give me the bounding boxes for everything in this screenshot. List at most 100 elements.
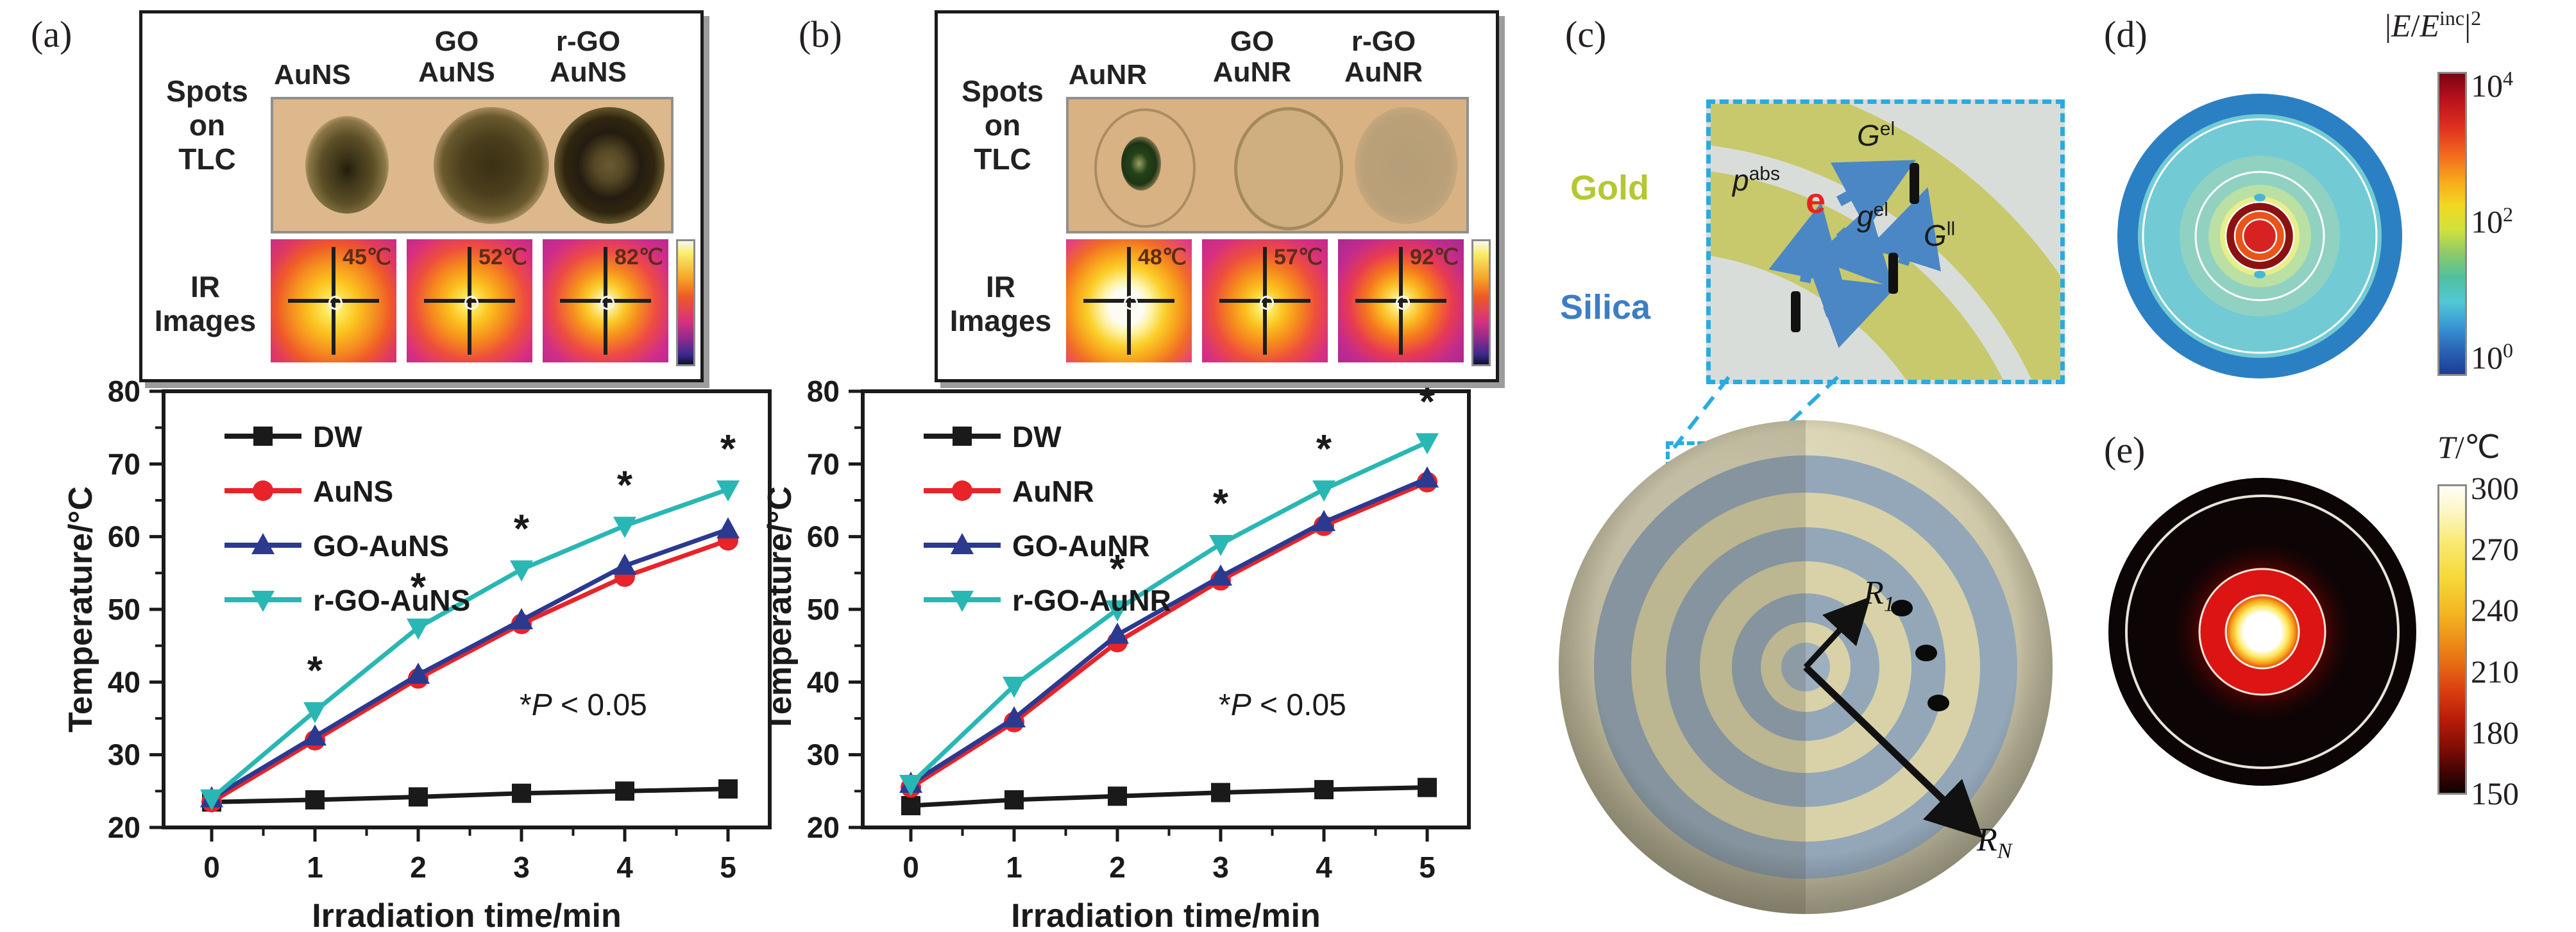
y-axis-title: Temperature/°C xyxy=(761,486,799,733)
silica-layer-label: Silica xyxy=(1560,288,1651,326)
tlc-spot-go-aunr xyxy=(1234,107,1343,230)
panel-b-photo-box: Spots on TLC IR Images AuNR GO AuNR r-GO… xyxy=(935,10,1499,382)
significance-star: * xyxy=(307,649,323,693)
x-tick-label: 5 xyxy=(720,851,736,884)
significance-star: * xyxy=(411,565,427,609)
panel-b-col-aunr: AuNR xyxy=(1068,59,1148,90)
gold-band-outer xyxy=(1711,104,2060,380)
x-tick-label: 1 xyxy=(307,851,323,884)
field-tick-1e0: 100 xyxy=(2471,339,2513,376)
tlc-spot-aunr-core xyxy=(1121,137,1161,191)
panel-b-tlc-strip xyxy=(1066,97,1469,233)
y-tick-label: 70 xyxy=(807,447,840,480)
y-axis-title: Temperature/°C xyxy=(62,486,99,733)
significance-star: * xyxy=(1110,547,1126,591)
y-tick-label: 80 xyxy=(807,375,840,408)
significance-star: * xyxy=(514,507,530,552)
ir-temp-label: 48℃ xyxy=(1137,245,1187,269)
R1-label: R1 xyxy=(1863,575,1895,616)
y-tick-label: 80 xyxy=(108,375,140,408)
panel-a-ir-image-3: 82℃ xyxy=(543,239,668,362)
panel-b-ir-image-1: 48℃ xyxy=(1066,239,1192,362)
field-node-top xyxy=(2254,194,2266,201)
panel-a-col-auns: AuNS xyxy=(274,59,351,90)
temp-tick-210: 210 xyxy=(2471,654,2519,690)
tlc-spot-rgo-aunr xyxy=(1355,107,1457,224)
crosshair-center xyxy=(1124,296,1138,310)
panel-a-ir-image-1: 45℃ xyxy=(271,239,396,362)
field-tick-1e2: 102 xyxy=(2471,203,2513,240)
crosshair-center xyxy=(464,296,479,310)
field-white-ring-mid xyxy=(2194,171,2325,301)
panel-a-temperature-chart: 20 30 40 50 60 70 80 0 1 2 3 4 5 * * * * * DW AuNS GO-AuNS r-… xyxy=(62,375,772,932)
field-white-ring-outer xyxy=(2142,118,2378,354)
arrow-gel xyxy=(1813,206,1894,288)
panel-b-temperature-chart: 20 30 40 50 60 70 80 0 1 2 3 4 5 * * * * DW AuNR GO-AuNR r-G… xyxy=(761,375,1471,932)
phonon-bar-2 xyxy=(1888,253,1898,294)
panel-b-col-rgo-aunr: r-GO AuNR xyxy=(1344,26,1423,89)
shell-interface-inset: pabs e Gel gel Gll xyxy=(1706,99,2065,384)
y-tick-label: 50 xyxy=(108,593,140,626)
temp-colorbar xyxy=(2437,484,2467,795)
panel-a-tlc-strip xyxy=(271,97,674,233)
x-tick-label: 2 xyxy=(1109,851,1126,884)
panel-d-label: (d) xyxy=(2104,13,2148,55)
RN-arrow xyxy=(1803,665,1983,838)
field-node-bottom xyxy=(2254,271,2266,278)
panel-a-ir-image-2: 52℃ xyxy=(407,239,532,362)
arrow-lattice xyxy=(1812,276,1897,348)
ir-temp-label: 82℃ xyxy=(614,245,663,269)
y-tick-label: 20 xyxy=(807,811,840,844)
ellipsis-dot xyxy=(1891,600,1913,616)
GII-label: Gll xyxy=(1924,218,1956,252)
RN-label: RN xyxy=(1977,822,2012,863)
x-tick-label: 0 xyxy=(902,851,919,884)
x-tick-label: 4 xyxy=(616,851,633,884)
panel-a-photo-box: Spots on TLC IR Images AuNS GO AuNS r-GO… xyxy=(139,10,704,382)
panel-b-row-label-tlc: Spots on TLC xyxy=(962,74,1044,176)
legend-label: GO-AuNS xyxy=(313,529,449,563)
y-tick-label: 60 xyxy=(807,520,840,554)
crosshair-center xyxy=(600,296,614,310)
legend-label: r-GO-AuNS xyxy=(313,584,470,617)
series-line xyxy=(210,538,729,804)
x-axis-title: Irradiation time/min xyxy=(312,897,622,932)
tlc-spot-rgo-auns xyxy=(554,107,665,224)
arrow-GII xyxy=(1868,187,1941,272)
x-tick-label: 1 xyxy=(1006,851,1022,884)
panel-b-ir-image-3: 92℃ xyxy=(1338,239,1464,362)
phonon-bar-1 xyxy=(1910,163,1919,204)
pvalue-annotation: *P < 0.05 xyxy=(1219,688,1346,722)
x-tick-label: 3 xyxy=(513,851,530,884)
R1-arrow xyxy=(1803,597,1871,670)
significance-star: * xyxy=(1419,380,1436,424)
crosshair-center xyxy=(1396,296,1410,310)
gold-layer-label: Gold xyxy=(1570,169,1649,207)
series-line xyxy=(910,480,1428,790)
panel-b-col-go-aunr: GO AuNR xyxy=(1212,26,1292,89)
ir-temp-label: 57℃ xyxy=(1273,245,1323,269)
electron-label: e xyxy=(1806,180,1826,221)
y-tick-label: 70 xyxy=(108,447,140,480)
panel-e-label: (e) xyxy=(2104,429,2146,471)
temp-tick-180: 180 xyxy=(2471,715,2519,750)
ir-temp-label: 92℃ xyxy=(1409,245,1459,269)
tlc-spot-aunr-ring xyxy=(1094,108,1196,228)
field-tick-1e4: 104 xyxy=(2471,67,2513,104)
x-tick-label: 5 xyxy=(1419,851,1436,884)
significance-star: * xyxy=(1213,482,1229,526)
x-tick-label: 4 xyxy=(1316,851,1332,884)
y-tick-label: 50 xyxy=(807,593,840,626)
field-hot-core xyxy=(2242,218,2278,254)
legend-label: r-GO-AuNR xyxy=(1012,584,1171,617)
pabs-label: pabs xyxy=(1733,163,1780,197)
x-axis-title: Irradiation time/min xyxy=(1011,897,1321,932)
crosshair-center xyxy=(328,296,343,310)
temp-colorbar-title: T/℃ xyxy=(2437,429,2500,465)
ellipsis-dot xyxy=(1928,695,1949,711)
tlc-spot-go-auns xyxy=(434,107,549,224)
legend-label: DW xyxy=(1012,420,1062,453)
Gel-label: Gel xyxy=(1857,118,1895,152)
y-tick-label: 40 xyxy=(807,665,840,699)
field-colorbar-title: |E/Einc|2 xyxy=(2385,6,2482,44)
